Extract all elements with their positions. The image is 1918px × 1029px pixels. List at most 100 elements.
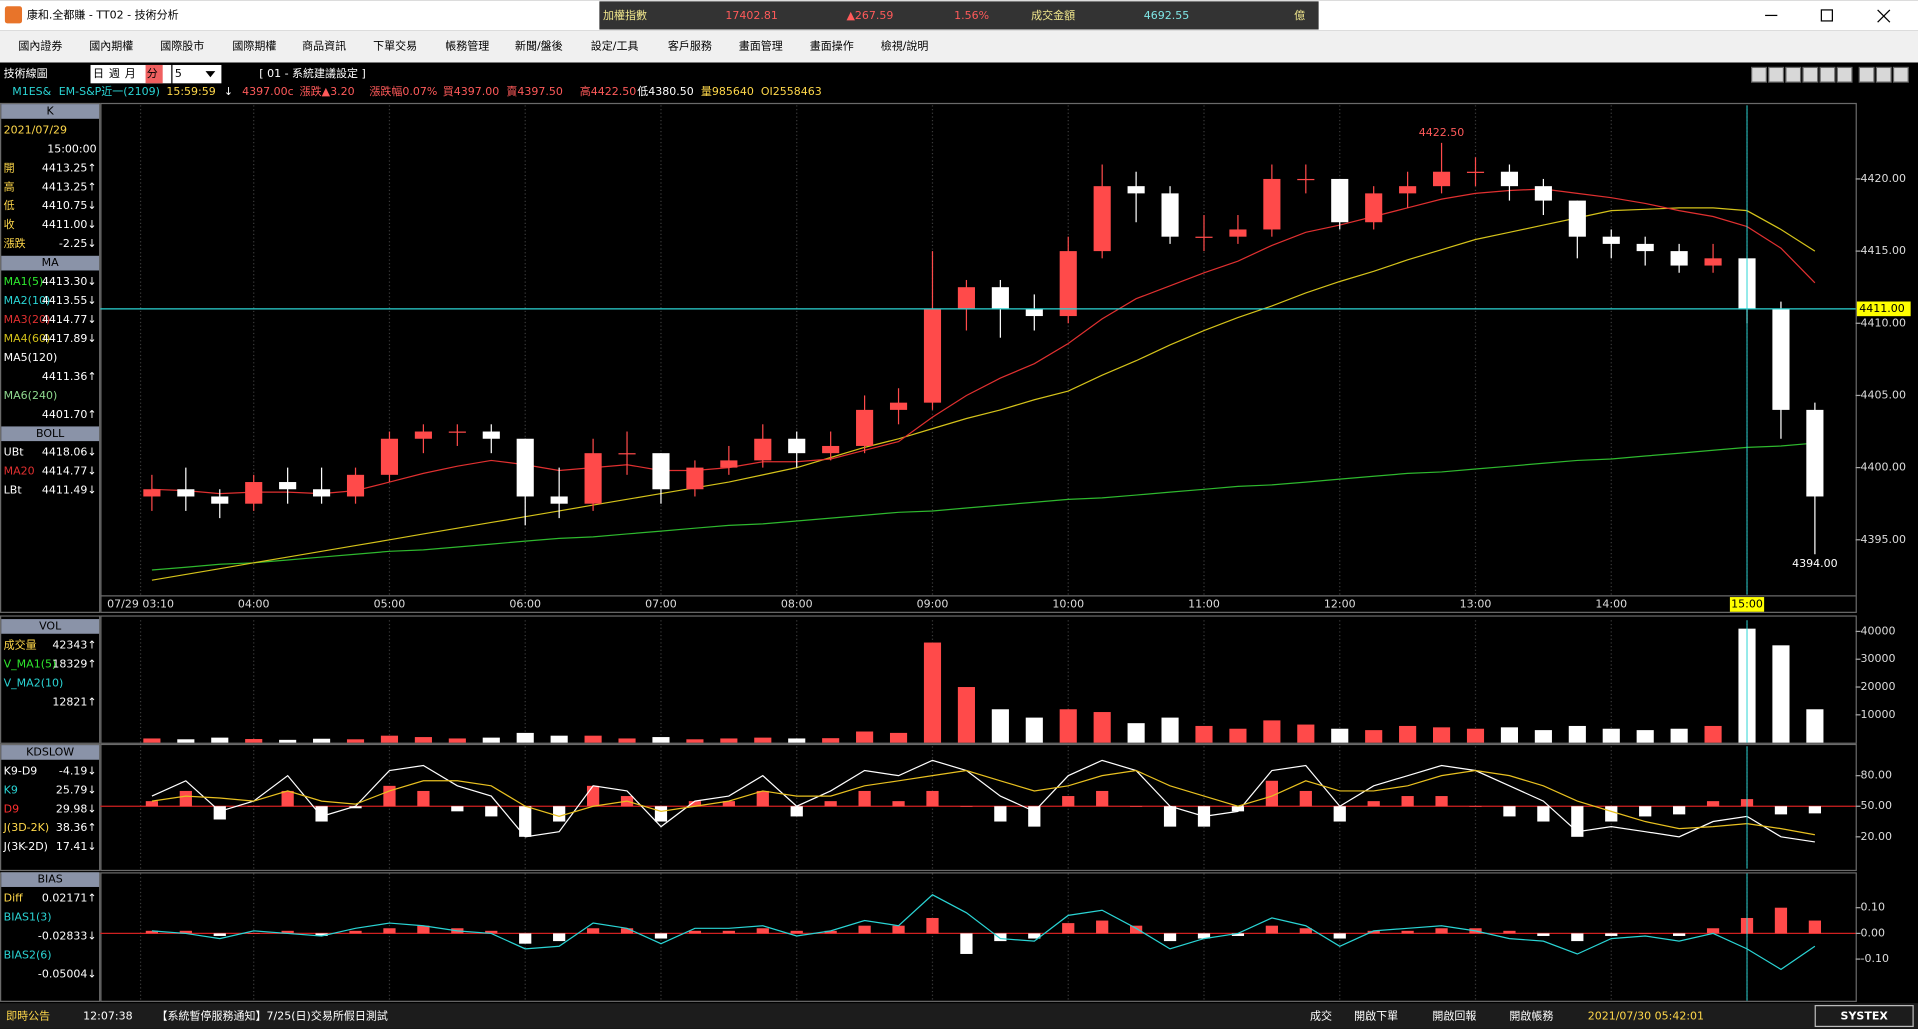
- menu-item[interactable]: 國內證券: [18, 39, 62, 53]
- quote-field: 賣4397.50: [506, 84, 563, 98]
- period-option[interactable]: 週: [109, 67, 120, 80]
- menu-item[interactable]: 下單交易: [373, 39, 417, 53]
- toolbar-icons[interactable]: [1751, 66, 1909, 83]
- volume-bar: [889, 732, 908, 743]
- candle-body: [1195, 236, 1213, 238]
- indicator-bar: [1197, 933, 1211, 939]
- ticker-name: 加權指數: [603, 8, 647, 22]
- volume-bar: [584, 735, 602, 743]
- volume-bar: [414, 737, 432, 743]
- candle-body: [1806, 409, 1824, 497]
- info-label: 2021/07/29: [4, 123, 67, 136]
- indicator-bar: [858, 790, 871, 807]
- candle-body: [1670, 251, 1688, 266]
- x-tick-label: 07/29 03:10: [107, 597, 174, 610]
- price-annotation: 4422.50: [1419, 126, 1465, 139]
- menu-item[interactable]: 畫面操作: [810, 39, 854, 53]
- indicator-bar: [1537, 806, 1550, 822]
- status-button[interactable]: 開啟回報: [1432, 1009, 1476, 1023]
- candle-body: [1704, 258, 1722, 266]
- info-value: -4.19↓: [59, 764, 97, 777]
- volume-bar: [143, 738, 161, 743]
- x-tick-label: 06:00: [509, 597, 541, 610]
- indicator-bar: [451, 806, 464, 812]
- info-header-box: [1, 426, 100, 442]
- candle-body: [1365, 193, 1383, 223]
- candle-body: [1500, 171, 1519, 187]
- indicator-bar: [145, 801, 159, 807]
- y-tick-label: 0.10: [1861, 901, 1886, 914]
- volume-bar: [1229, 728, 1247, 743]
- indicator-bar: [926, 790, 939, 807]
- quote-field: EM-S&P近一(2109): [59, 85, 160, 98]
- indicator-bar: [1503, 806, 1516, 817]
- menu-item[interactable]: 客戶服務: [668, 39, 712, 53]
- info-value: 4411.36↑: [42, 370, 97, 383]
- candle-body: [1127, 186, 1145, 194]
- menu-item[interactable]: 設定/工具: [591, 39, 639, 53]
- volume-bar: [1602, 728, 1620, 743]
- x-tick-label: 11:00: [1188, 597, 1220, 610]
- volume-bar: [1059, 709, 1077, 743]
- status-button[interactable]: 開啟帳務: [1509, 1009, 1553, 1023]
- menu-item[interactable]: 國際期權: [232, 40, 276, 53]
- menu-item[interactable]: 國際股市: [160, 39, 204, 53]
- info-header: KDSLOW: [26, 745, 74, 758]
- indicator-bar: [485, 930, 498, 934]
- volume-bar: [1025, 717, 1043, 743]
- indicator-bar: [722, 930, 735, 934]
- status-button[interactable]: 成交: [1310, 1009, 1332, 1023]
- indicator-bar: [960, 806, 973, 807]
- info-value: 42343↑: [52, 638, 96, 651]
- menu-item[interactable]: 檢視/說明: [881, 39, 929, 53]
- menu-item[interactable]: 商品資訊: [302, 39, 346, 53]
- volume-bar: [279, 739, 297, 743]
- indicator-bar: [1163, 933, 1177, 942]
- menu-item[interactable]: 國內期權: [89, 40, 133, 53]
- candle-body: [1263, 178, 1281, 230]
- indicator-bar: [1265, 780, 1278, 807]
- indicator-bar: [1774, 806, 1788, 815]
- last-price-label: 4411.00: [1859, 302, 1905, 315]
- indicator-bar: [824, 801, 837, 807]
- status-notice[interactable]: 【系統暫停服務通知】7/25(日)交易所假日測試: [157, 1009, 388, 1023]
- info-label: BIAS1(3): [4, 911, 52, 924]
- volume-bar: [346, 739, 365, 743]
- info-label: 成交量: [4, 637, 37, 651]
- window-controls[interactable]: [1765, 9, 1891, 23]
- volume-bar: [1772, 645, 1790, 743]
- indicator-bar: [722, 801, 735, 807]
- status-datetime: 2021/07/30 05:42:01: [1588, 1010, 1704, 1023]
- status-button[interactable]: 開啟下單: [1354, 1009, 1398, 1023]
- indicator-bar: [1163, 806, 1177, 827]
- indicator-bar: [349, 806, 362, 809]
- y-tick-label: 4415.00: [1861, 244, 1907, 257]
- period-option[interactable]: 月: [125, 67, 136, 80]
- indicator-bar: [315, 933, 328, 936]
- period-option[interactable]: 日: [93, 67, 104, 80]
- info-value: 4417.89↓: [42, 332, 97, 345]
- menu-item[interactable]: 畫面管理: [739, 39, 783, 53]
- period-option[interactable]: 分: [147, 67, 158, 80]
- candle-body: [1534, 186, 1552, 201]
- status-bar: [0, 1003, 1918, 1029]
- x-tick-label: 12:00: [1324, 597, 1356, 610]
- indicator-bar: [688, 930, 702, 934]
- volume-bar: [1500, 727, 1519, 743]
- x-tick-label: 15:00: [1731, 597, 1763, 610]
- indicator-bar: [790, 930, 803, 934]
- indicator-bar: [1367, 801, 1380, 807]
- info-value: 25.79↓: [56, 783, 97, 796]
- quote-field: 4397.00c: [242, 85, 294, 98]
- menu-item[interactable]: 新聞/盤後: [515, 39, 563, 53]
- interval-input[interactable]: [172, 64, 222, 84]
- info-value: -0.02833↓: [38, 930, 97, 943]
- indicator-bar: [1062, 796, 1075, 807]
- info-label: 低: [4, 199, 15, 212]
- candle-body: [1331, 178, 1349, 223]
- menu-item[interactable]: 帳務管理: [445, 39, 489, 53]
- setting-label[interactable]: [ 01 - 系統建議設定 ]: [259, 66, 366, 80]
- info-label: Diff: [4, 892, 24, 905]
- info-value: 4414.77↓: [42, 465, 97, 478]
- candle-body: [1602, 236, 1620, 244]
